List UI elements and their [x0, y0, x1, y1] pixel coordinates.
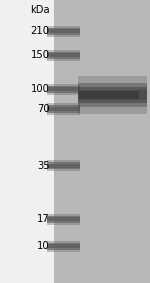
- Bar: [46, 214, 80, 225]
- Text: 17: 17: [37, 214, 50, 224]
- Bar: [46, 85, 80, 93]
- Text: 35: 35: [37, 160, 50, 171]
- Bar: [46, 50, 80, 61]
- Bar: [46, 217, 80, 221]
- Bar: [78, 87, 147, 103]
- Bar: [54, 0, 150, 283]
- Bar: [46, 87, 80, 91]
- Bar: [46, 53, 80, 57]
- Text: 10: 10: [37, 241, 50, 251]
- Bar: [46, 25, 80, 37]
- Bar: [46, 83, 80, 95]
- Bar: [46, 29, 80, 33]
- Bar: [46, 241, 80, 252]
- Bar: [46, 27, 80, 35]
- Bar: [46, 164, 80, 168]
- Bar: [46, 160, 80, 171]
- Bar: [78, 90, 147, 100]
- Bar: [79, 91, 140, 99]
- Text: 100: 100: [31, 84, 50, 94]
- Text: kDa: kDa: [30, 5, 50, 15]
- Bar: [46, 216, 80, 223]
- Text: 150: 150: [30, 50, 50, 60]
- Text: 70: 70: [37, 104, 50, 114]
- Bar: [46, 244, 80, 248]
- Bar: [46, 162, 80, 169]
- Bar: [46, 52, 80, 59]
- Bar: [78, 83, 147, 107]
- Text: 210: 210: [30, 26, 50, 36]
- Bar: [46, 243, 80, 250]
- Bar: [46, 103, 80, 115]
- Bar: [46, 107, 80, 111]
- Bar: [78, 76, 147, 113]
- Bar: [46, 105, 80, 113]
